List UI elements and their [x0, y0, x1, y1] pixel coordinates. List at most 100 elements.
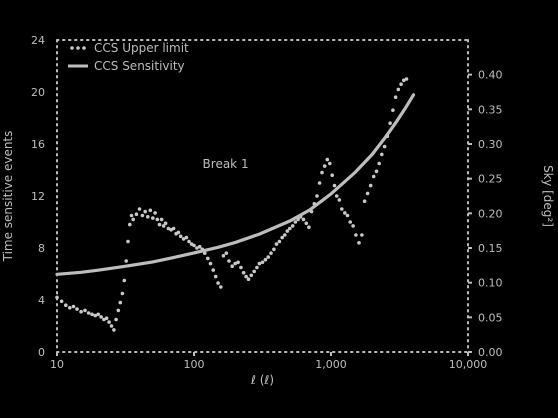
- data-point: [83, 308, 87, 313]
- data-point: [161, 224, 166, 228]
- data-point: [404, 77, 409, 81]
- data-point: [348, 220, 353, 224]
- data-point: [104, 316, 109, 321]
- legend-marker-upper: [82, 46, 86, 50]
- data-point: [328, 161, 332, 166]
- data-point: [360, 233, 364, 237]
- data-point: [260, 260, 265, 265]
- data-point: [272, 247, 276, 252]
- data-point: [203, 251, 207, 255]
- data-point: [280, 235, 285, 240]
- data-point: [330, 173, 335, 177]
- data-point: [362, 199, 367, 203]
- data-point: [322, 164, 327, 168]
- data-point: [181, 237, 186, 241]
- data-point: [75, 307, 79, 311]
- x-tick-label: 100: [184, 358, 205, 371]
- data-point: [171, 226, 176, 231]
- data-point: [148, 208, 153, 213]
- data-point: [211, 268, 215, 272]
- data-point: [241, 270, 246, 275]
- y-axis-right-label: Sky [deg²]: [541, 165, 555, 227]
- data-point: [166, 226, 171, 231]
- y-left-tick-label: 20: [31, 86, 45, 99]
- data-point: [116, 308, 121, 313]
- data-point: [157, 222, 162, 227]
- data-point: [233, 261, 237, 266]
- data-point: [334, 194, 339, 198]
- data-point: [208, 261, 213, 266]
- data-point: [96, 312, 100, 317]
- data-point: [71, 304, 76, 309]
- data-point: [307, 225, 311, 229]
- data-point: [64, 303, 68, 308]
- data-point: [206, 256, 210, 261]
- series-ccs-upper-limit: [55, 77, 409, 332]
- annotation-label: Break 1: [203, 157, 249, 171]
- y-right-tick-label: 0.20: [478, 207, 503, 220]
- data-point: [380, 152, 384, 157]
- data-point: [216, 281, 220, 285]
- data-point: [176, 230, 181, 235]
- data-point: [120, 291, 125, 296]
- x-axis-label: ℓ (ℓ): [250, 373, 274, 387]
- data-point: [55, 295, 59, 300]
- y-right-tick-label: 0.30: [478, 138, 503, 151]
- legend: CCS Upper limit CCS Sensitivity: [68, 41, 189, 73]
- y-left-tick-label: 24: [31, 34, 45, 47]
- data-point: [192, 243, 196, 248]
- data-point: [114, 317, 118, 322]
- data-point: [137, 207, 142, 211]
- data-point: [163, 221, 168, 226]
- y-left-tick-label: 8: [38, 242, 45, 255]
- data-point: [255, 265, 259, 270]
- data-point: [399, 82, 403, 86]
- data-point: [315, 194, 319, 198]
- data-point: [128, 222, 132, 227]
- data-point: [134, 212, 139, 216]
- legend-marker-upper: [70, 46, 74, 50]
- data-point: [365, 191, 370, 196]
- data-point: [79, 309, 83, 314]
- data-point: [277, 239, 282, 244]
- y-axis-left-label: Time sensitive events: [1, 131, 15, 263]
- y-right-tick-label: 0.40: [478, 69, 503, 82]
- data-point: [107, 320, 111, 324]
- data-point: [159, 217, 164, 222]
- data-point: [337, 198, 342, 202]
- data-point: [293, 220, 298, 224]
- data-point: [126, 239, 130, 244]
- data-point: [109, 324, 114, 328]
- data-point: [118, 300, 123, 305]
- data-point: [371, 174, 376, 179]
- data-point: [377, 161, 382, 166]
- series-ccs-sensitivity: [55, 93, 416, 276]
- legend-label-curve: CCS Sensitivity: [94, 59, 185, 73]
- data-point: [393, 95, 398, 99]
- data-point: [263, 257, 268, 262]
- data-point: [239, 265, 243, 270]
- y-left-tick-label: 16: [31, 138, 45, 151]
- series-line: [55, 93, 416, 276]
- data-point: [332, 183, 337, 188]
- data-point: [304, 221, 309, 226]
- annotations: Break 1: [203, 157, 249, 171]
- data-point: [274, 242, 279, 246]
- data-point: [122, 278, 127, 283]
- data-point: [195, 246, 199, 250]
- y-right-tick-label: 0.00: [478, 346, 503, 359]
- data-point: [224, 251, 229, 255]
- data-point: [68, 306, 72, 310]
- data-point: [317, 181, 322, 185]
- data-point: [59, 299, 64, 304]
- data-point: [374, 169, 379, 174]
- data-point: [391, 108, 395, 112]
- data-point: [219, 285, 223, 289]
- y-left-tick-label: 4: [38, 294, 45, 307]
- data-point: [257, 261, 262, 266]
- data-point: [266, 255, 271, 259]
- data-point: [93, 313, 97, 318]
- data-point: [227, 259, 231, 263]
